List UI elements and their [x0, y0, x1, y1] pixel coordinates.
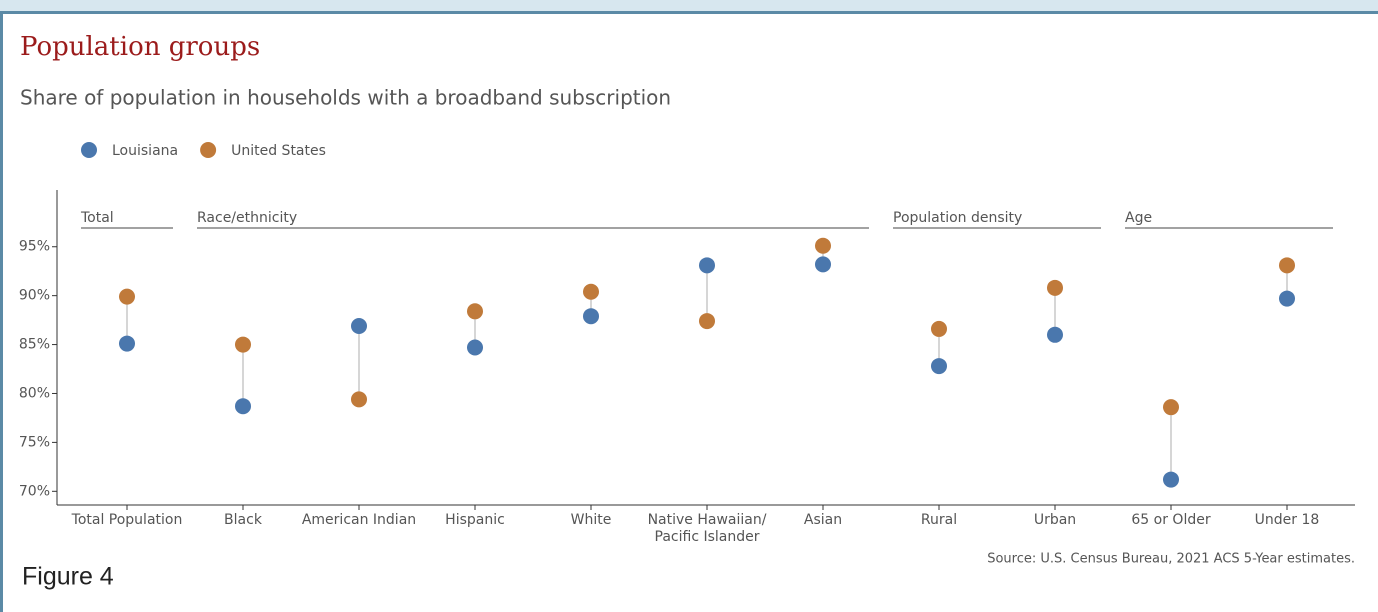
dot [467, 303, 483, 320]
x-tick-label: Under 18 [1255, 512, 1320, 528]
dot [583, 308, 599, 325]
dot [931, 320, 947, 337]
dot [351, 317, 367, 334]
y-tick-label: 95% [19, 239, 50, 255]
dot [467, 339, 483, 356]
figure-caption: Figure 4 [22, 563, 114, 591]
dot [235, 336, 251, 353]
x-tick-label: Asian [804, 512, 842, 528]
x-tick-label: Native Hawaiian/Pacific Islander [648, 512, 767, 545]
top-border [0, 11, 1378, 14]
legend-label: United States [231, 143, 326, 159]
legend-dot [200, 142, 217, 158]
group-label: Population density [893, 210, 1022, 226]
dot [815, 237, 831, 254]
top-band [0, 0, 1378, 11]
x-tick-label: White [571, 512, 612, 528]
dot [699, 257, 715, 274]
group-label: Total [80, 210, 114, 226]
x-tick-label: American Indian [302, 512, 416, 528]
dot [931, 358, 947, 375]
y-tick-label: 75% [19, 434, 50, 450]
x-tick-label: Hispanic [445, 512, 505, 528]
x-tick-label: Urban [1034, 512, 1076, 528]
legend-dot [81, 142, 97, 158]
source-note: Source: U.S. Census Bureau, 2021 ACS 5-Y… [987, 552, 1355, 567]
dot [1047, 279, 1063, 296]
dot [351, 391, 367, 408]
dot [119, 335, 135, 352]
y-tick-label: 85% [19, 337, 50, 353]
dot [1047, 326, 1063, 343]
dot [1163, 399, 1179, 416]
chart-title: Population groups [20, 32, 260, 62]
dot [815, 256, 831, 273]
dot [1279, 257, 1295, 274]
dot [235, 398, 251, 415]
x-tick-label: Total Population [71, 512, 183, 528]
chart-subtitle: Share of population in households with a… [20, 86, 671, 110]
dot [1163, 471, 1179, 488]
x-tick-label: Rural [921, 512, 957, 528]
legend-label: Louisiana [112, 143, 178, 159]
y-tick-label: 70% [19, 483, 50, 499]
x-tick-label: 65 or Older [1131, 512, 1210, 528]
dot [119, 288, 135, 305]
group-label: Race/ethnicity [197, 210, 297, 226]
x-tick-label: Black [224, 512, 263, 528]
y-tick-label: 80% [19, 385, 50, 401]
dot [583, 283, 599, 300]
y-tick-label: 90% [19, 288, 50, 304]
dot [1279, 290, 1295, 307]
group-label: Age [1125, 210, 1152, 226]
dot [699, 313, 715, 330]
left-border [0, 11, 3, 612]
